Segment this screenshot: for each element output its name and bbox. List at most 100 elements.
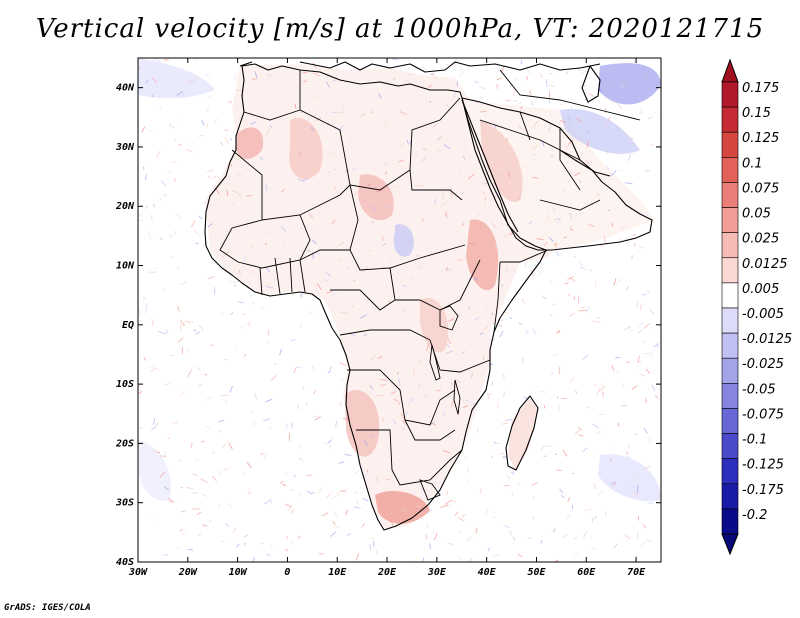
field-speckle	[195, 331, 201, 335]
field-speckle	[521, 437, 525, 442]
field-speckle	[517, 480, 522, 487]
field-speckle	[499, 452, 505, 455]
field-speckle	[222, 443, 226, 449]
field-speckle	[460, 255, 466, 262]
field-speckle	[201, 440, 205, 443]
field-speckle	[388, 300, 391, 303]
field-speckle	[234, 134, 239, 142]
field-speckle	[503, 525, 510, 528]
field-speckle	[285, 548, 289, 552]
field-speckle	[500, 162, 504, 169]
field-speckle	[479, 332, 484, 336]
field-speckle	[270, 374, 277, 382]
field-speckle	[590, 536, 592, 539]
colorbar: 0.175 0.15 0.125 0.1 0.075 0.05 0.025 0.0125 0.0…	[721, 58, 792, 556]
field-speckle	[306, 117, 311, 122]
field-speckle	[302, 71, 308, 74]
field-speckle	[554, 242, 557, 248]
field-speckle	[324, 271, 332, 277]
field-speckle	[496, 83, 499, 90]
field-speckle	[467, 480, 470, 484]
field-speckle	[560, 102, 566, 106]
field-speckle	[443, 144, 451, 150]
field-speckle	[599, 385, 606, 392]
field-speckle	[479, 85, 486, 90]
field-speckle	[560, 495, 566, 499]
field-speckle	[218, 419, 225, 423]
field-speckle	[507, 171, 511, 178]
field-speckle	[503, 233, 508, 238]
field-speckle	[594, 515, 597, 520]
lat-tick-label: 40N	[116, 83, 135, 94]
field-speckle	[233, 284, 237, 287]
field-speckle	[550, 372, 554, 375]
field-speckle	[200, 492, 208, 498]
field-speckle	[168, 497, 174, 503]
field-speckle	[353, 506, 361, 509]
field-speckle	[326, 291, 333, 294]
field-speckle	[574, 537, 578, 540]
field-speckle	[263, 499, 271, 505]
coastlines-and-borders	[204, 61, 653, 531]
border	[479, 111, 601, 211]
field-speckle	[198, 215, 203, 220]
field-speckle	[644, 466, 651, 469]
field-speckle	[620, 85, 622, 89]
field-speckle	[446, 337, 452, 345]
field-speckle	[163, 486, 170, 491]
lon-tick-label: 30E	[427, 567, 447, 578]
field-speckle	[220, 394, 229, 397]
field-speckle	[325, 442, 327, 445]
field-speckle	[639, 303, 643, 311]
field-speckle	[398, 401, 401, 406]
field-speckle	[470, 403, 477, 406]
field-speckle	[151, 319, 154, 327]
field-speckle	[378, 93, 382, 99]
field-speckle	[290, 293, 295, 295]
field-speckle	[615, 356, 621, 359]
field-speckle	[179, 391, 185, 398]
field-speckle	[559, 120, 567, 124]
colorbar-swatch	[721, 106, 739, 133]
persian-gulf-coast	[559, 149, 611, 177]
field-speckle	[188, 368, 193, 376]
lon-tick-label: 30W	[128, 567, 148, 578]
border	[493, 249, 549, 333]
field-speckle	[159, 238, 163, 240]
field-speckle	[154, 267, 157, 270]
field-speckle	[553, 528, 556, 531]
field-speckle	[570, 376, 575, 383]
caspian-coast	[581, 65, 601, 103]
field-speckle	[145, 303, 148, 311]
field-speckle	[632, 473, 636, 476]
field-speckle	[250, 100, 254, 103]
field-speckle	[402, 284, 407, 288]
field-speckle	[596, 388, 601, 396]
lake	[453, 379, 461, 415]
colorbar-label: -0.1	[742, 433, 767, 448]
downward-motion-patch	[598, 63, 661, 105]
field-speckle	[407, 403, 410, 407]
field-speckle	[458, 258, 462, 262]
field-speckle	[610, 170, 617, 177]
field-speckle	[616, 369, 620, 374]
field-speckle	[206, 109, 210, 112]
field-speckle	[457, 530, 462, 536]
field-speckle	[525, 329, 529, 336]
field-speckle	[265, 129, 270, 136]
field-speckle	[152, 449, 159, 452]
field-speckle	[532, 153, 536, 156]
field-speckle	[148, 130, 154, 132]
field-speckle	[138, 66, 141, 71]
field-speckle	[197, 533, 202, 536]
field-speckle	[616, 212, 621, 216]
field-speckle	[150, 518, 155, 522]
field-speckle	[138, 307, 141, 315]
field-speckle	[145, 79, 149, 85]
field-speckle	[177, 305, 180, 312]
field-speckle	[433, 198, 437, 205]
field-speckle	[531, 101, 534, 106]
field-speckle	[250, 411, 254, 414]
field-speckle	[436, 389, 442, 392]
field-speckle	[226, 189, 229, 196]
